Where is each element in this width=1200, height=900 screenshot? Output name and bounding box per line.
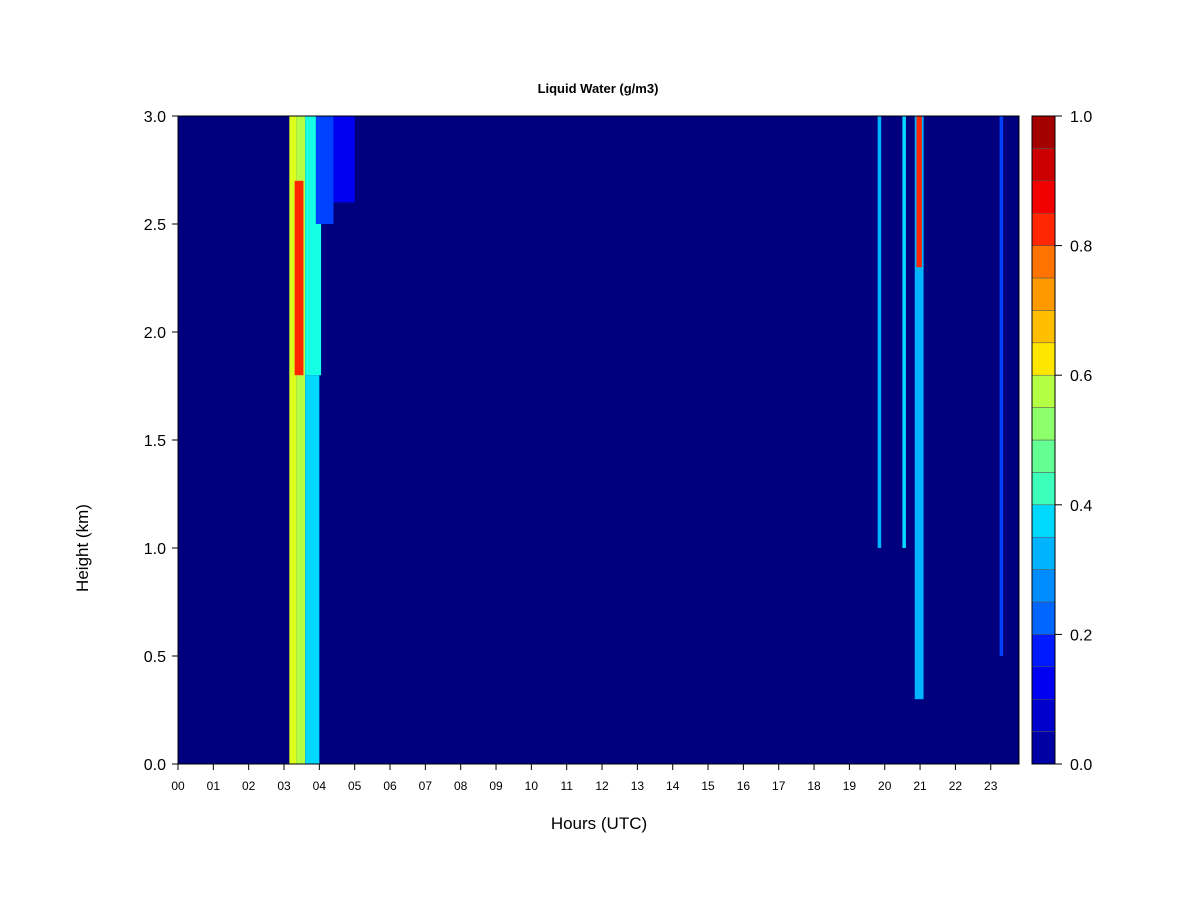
colorbar-swatch	[1031, 245, 1056, 279]
x-tick-label: 08	[454, 779, 468, 793]
heatmap-plot-area	[177, 115, 1020, 765]
colorbar-tick-label: 0.4	[1070, 498, 1092, 515]
colorbar-swatch	[1031, 698, 1056, 732]
y-tick-label: 1.0	[144, 541, 166, 558]
y-tick-label: 0.0	[144, 757, 166, 774]
x-tick-label: 07	[419, 779, 433, 793]
colorbar: 0.0 0.2 0.4 0.6 0.8 1.0	[1031, 109, 1092, 774]
colorbar-swatch	[1031, 407, 1056, 441]
heatmap-cell-0	[289, 116, 297, 764]
colorbar-swatch	[1031, 536, 1056, 570]
x-tick-label: 06	[383, 779, 397, 793]
x-tick-label: 00	[171, 779, 185, 793]
colorbar-swatch	[1031, 115, 1056, 149]
x-axis-label: Hours (UTC)	[551, 814, 647, 833]
x-tick-label: 05	[348, 779, 362, 793]
heatmap-cell-11	[999, 116, 1004, 656]
y-tick-label: 2.5	[144, 217, 166, 234]
colorbar-tick-label: 0.0	[1070, 757, 1092, 774]
y-axis: 0.0 0.5 1.0 1.5 2.0 2.5 3.0	[144, 109, 179, 774]
colorbar-swatch	[1031, 148, 1056, 182]
x-tick-label: 21	[913, 779, 927, 793]
x-tick-label: 22	[949, 779, 963, 793]
x-tick-label: 23	[984, 779, 998, 793]
x-tick-label: 16	[737, 779, 751, 793]
x-tick-label: 01	[207, 779, 221, 793]
y-tick-label: 2.0	[144, 325, 166, 342]
colorbar-frame	[1031, 115, 1056, 765]
heatmap-cell-1	[296, 116, 306, 764]
heatmap-cell-6	[333, 116, 355, 203]
colorbar-tick-label: 0.6	[1070, 368, 1092, 385]
colorbar-swatch	[1031, 310, 1056, 344]
x-tick-label: 11	[560, 779, 573, 793]
colorbar-swatch	[1031, 504, 1056, 538]
x-tick-label: 02	[242, 779, 256, 793]
colorbar-swatch	[1031, 277, 1056, 311]
colorbar-swatch	[1031, 666, 1056, 700]
colorbar-swatch	[1031, 601, 1056, 635]
x-tick-label: 10	[525, 779, 539, 793]
x-tick-label: 09	[489, 779, 503, 793]
colorbar-swatch	[1031, 180, 1056, 214]
y-tick-label: 0.5	[144, 649, 166, 666]
colorbar-swatch	[1031, 212, 1056, 246]
colorbar-swatch	[1031, 472, 1056, 506]
heatmap-cell-9	[914, 116, 924, 700]
colorbar-tick-label: 0.8	[1070, 239, 1092, 256]
x-axis: 00 01 02 03 04 05 06 07 08 09 10 11 12 13 14 15 16 17 18 19…	[171, 763, 1019, 793]
x-tick-label: 20	[878, 779, 892, 793]
heatmap-cell-7	[877, 116, 882, 548]
colorbar-swatch	[1031, 731, 1056, 765]
y-tick-label: 3.0	[144, 109, 166, 126]
x-tick-label: 13	[631, 779, 645, 793]
heatmap-cell-10	[916, 116, 922, 268]
x-tick-label: 03	[277, 779, 291, 793]
colorbar-tick-label: 1.0	[1070, 109, 1092, 126]
x-tick-label: 04	[313, 779, 327, 793]
heatmap-cell-3	[305, 375, 320, 764]
colorbar-swatch	[1031, 342, 1056, 376]
heatmap-cell-2	[294, 180, 304, 376]
x-tick-label: 12	[595, 779, 609, 793]
x-tick-label: 14	[666, 779, 680, 793]
colorbar-swatch	[1031, 439, 1056, 473]
x-tick-label: 18	[807, 779, 821, 793]
y-tick-label: 1.5	[144, 433, 166, 450]
heatmap-cell-8	[902, 116, 906, 548]
x-tick-label: 17	[772, 779, 786, 793]
x-tick-label: 19	[843, 779, 857, 793]
colorbar-swatch	[1031, 569, 1056, 603]
colorbar-tick-label: 0.2	[1070, 627, 1092, 644]
heatmap-cell-5	[315, 116, 334, 224]
colorbar-swatch	[1031, 634, 1056, 668]
x-tick-label: 15	[701, 779, 715, 793]
y-axis-label: Height (km)	[73, 504, 92, 592]
chart-title: Liquid Water (g/m3)	[538, 81, 659, 96]
colorbar-swatch	[1031, 374, 1056, 408]
